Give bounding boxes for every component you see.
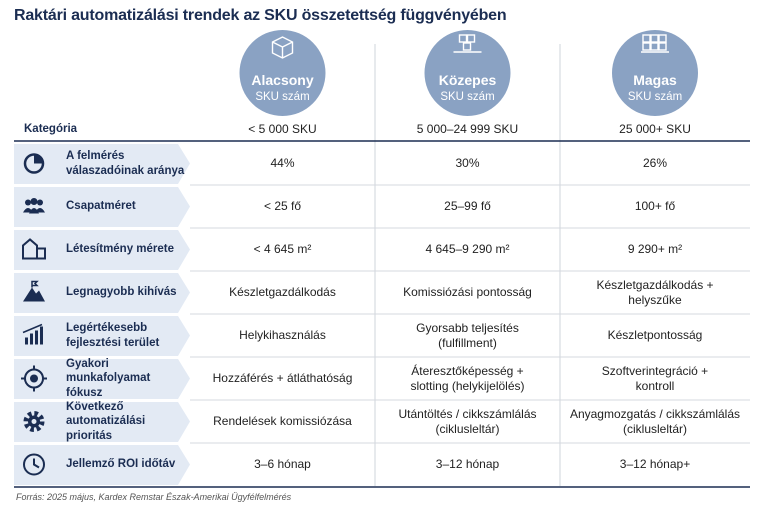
table-cell: Rendelések komissiózása	[213, 414, 352, 428]
table-cell: Helykihasználás	[239, 328, 326, 342]
row-icon	[23, 411, 45, 432]
row-label: A felmérés válaszadóinak aránya	[66, 150, 185, 177]
table-cell: < 25 fő	[263, 199, 302, 213]
icon-part	[23, 287, 45, 302]
row-label: Legértékesebb fejlesztési terület	[66, 322, 160, 349]
column-icon	[271, 36, 294, 59]
icon-part	[31, 419, 37, 424]
column-subtitle: SKU szám	[440, 91, 495, 104]
table-cell: Hozzáférés + átláthatóság	[212, 371, 353, 385]
icon-part	[25, 337, 28, 345]
table-cell: 4 645–9 290 m²	[425, 242, 510, 256]
column-icon	[453, 34, 482, 53]
column-circle	[424, 30, 511, 116]
icon-part	[23, 453, 45, 476]
row-label: Következő automatizálási prioritás	[66, 400, 146, 442]
row-label-background	[14, 187, 190, 227]
icon-part	[30, 198, 38, 205]
icon-part	[21, 365, 47, 392]
column-subtitle: SKU szám	[627, 91, 683, 104]
column-title: Alacsony	[251, 72, 314, 89]
box-icon	[466, 34, 476, 43]
column-range: 25 000+ SKU	[619, 121, 691, 136]
icon-part	[23, 411, 45, 432]
table-cell: 25–99 fő	[444, 199, 491, 213]
icon-part	[30, 374, 38, 383]
table-cell: Gyorsabb teljesítés (fulfillment)	[416, 320, 519, 350]
table-cell: Anyagmozgatás / cikkszámlálás (cikluslel…	[569, 406, 741, 436]
row-label-background	[14, 402, 190, 442]
column-title: Közepes	[438, 72, 497, 89]
icon-part	[40, 326, 43, 345]
column-circle	[239, 30, 326, 116]
table-cell: Készletgazdálkodás + helyszűke	[596, 277, 714, 307]
table-cell: 3–12 hónap+	[619, 457, 691, 471]
source-note: Forrás: 2025 május, Kardex Remstar Észak…	[16, 492, 292, 502]
icon-part	[23, 208, 45, 214]
icon-part	[35, 330, 38, 345]
box-icon	[458, 34, 468, 43]
row-label-background	[14, 273, 190, 313]
row-label: Jellemző ROI időtáv	[66, 458, 176, 471]
icon-part	[22, 238, 46, 260]
row-label-background	[14, 144, 190, 184]
table-cell: 30%	[455, 156, 480, 170]
icon-part	[33, 458, 40, 469]
table-cell: Készletgazdálkodás	[229, 285, 336, 299]
box-icon	[658, 34, 667, 43]
icon-part	[37, 199, 43, 206]
row-label: Gyakori munkafolyamat fókusz	[66, 357, 151, 399]
row-label-background	[14, 316, 190, 356]
column-range: < 5 000 SKU	[248, 121, 317, 136]
column-range: 5 000–24 999 SKU	[416, 121, 519, 136]
icon-part	[34, 154, 43, 164]
table-cell: Utántöltés / cikkszámlálás (ciklusleltár…	[398, 406, 537, 436]
box-icon	[642, 34, 651, 43]
row-label: Létesítmény mérete	[66, 243, 175, 256]
column-circle	[612, 30, 698, 116]
icon-part	[25, 199, 31, 206]
table-cell: 3–12 hónap	[435, 457, 500, 471]
box-icon	[658, 42, 667, 51]
box-icon	[462, 42, 472, 51]
table-cell: 3–6 hónap	[254, 457, 311, 471]
row-label: Legnagyobb kihívás	[66, 286, 177, 299]
icon-part	[22, 323, 43, 334]
row-label-background	[14, 359, 190, 399]
row-icon	[23, 453, 45, 476]
row-icon	[21, 365, 47, 392]
box-icon	[650, 42, 659, 51]
table-cell: 26%	[642, 156, 668, 170]
row-icon	[22, 323, 43, 345]
category-header: Kategória	[24, 122, 78, 135]
table-cell: Komissiózási pontosság	[403, 285, 532, 299]
table-cell: Készletpontosság	[607, 328, 703, 342]
row-label: Csapatméret	[66, 200, 136, 213]
box-icon	[271, 36, 294, 59]
row-label-background	[14, 230, 190, 270]
table-cell: 9 290+ m²	[627, 242, 683, 256]
column-subtitle: SKU szám	[255, 91, 310, 104]
column-title: Magas	[633, 72, 677, 89]
row-icon	[23, 280, 45, 302]
table-cell: 100+ fő	[634, 199, 676, 213]
row-icon	[23, 153, 45, 174]
row-icon	[22, 238, 46, 260]
icon-part	[30, 333, 33, 345]
box-icon	[642, 42, 651, 51]
row-icon	[23, 198, 45, 214]
column-icon	[641, 34, 669, 53]
title: Raktári automatizálási trendek az SKU ös…	[14, 7, 507, 24]
box-icon	[650, 34, 659, 43]
table-cell: < 4 645 m²	[253, 242, 312, 256]
row-label-background	[14, 445, 190, 485]
table-cell: 44%	[270, 156, 295, 170]
table-cell: Áteresztőképesség + slotting (helykijelö…	[410, 363, 525, 393]
table-cell: Szoftverintegráció + kontroll	[601, 363, 709, 393]
icon-part	[31, 280, 39, 288]
